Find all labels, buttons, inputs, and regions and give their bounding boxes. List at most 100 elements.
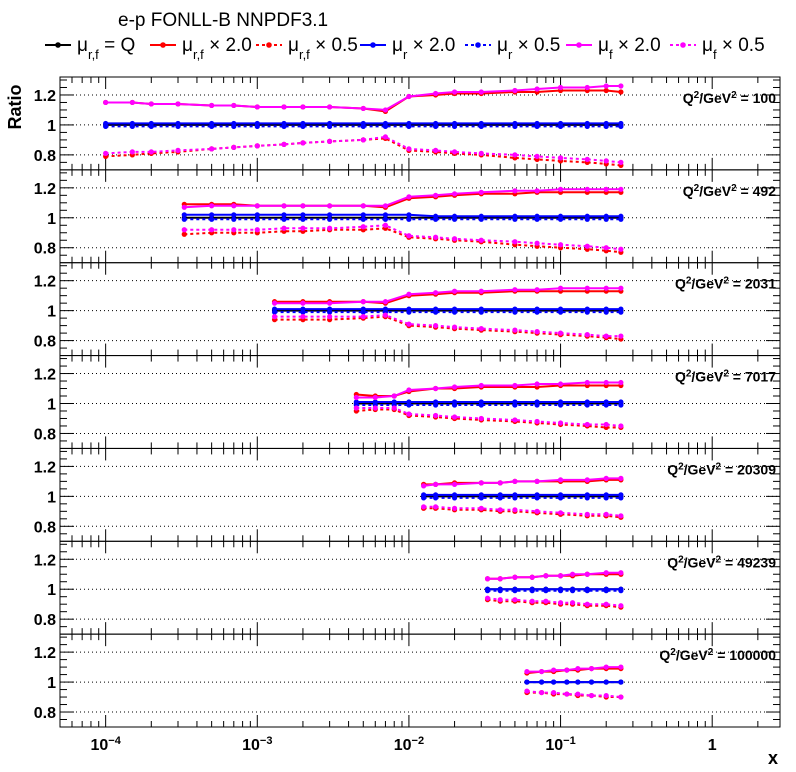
y-tick-label: 1 xyxy=(47,304,56,321)
data-point xyxy=(231,227,237,233)
data-point xyxy=(618,495,624,501)
data-point xyxy=(478,123,484,130)
data-point xyxy=(584,332,590,338)
data-point xyxy=(534,329,540,335)
data-point xyxy=(181,231,187,237)
data-point xyxy=(557,573,564,579)
data-point xyxy=(327,314,333,320)
data-point xyxy=(360,137,366,143)
data-point xyxy=(382,123,389,130)
data-point xyxy=(557,330,564,336)
data-point xyxy=(618,333,624,339)
y-tick-label: 1 xyxy=(47,489,56,506)
data-point xyxy=(497,480,503,486)
data-point xyxy=(360,105,366,112)
data-point xyxy=(451,123,458,130)
data-point xyxy=(584,495,590,501)
data-point xyxy=(557,186,564,192)
data-point xyxy=(360,212,366,218)
x-tick-label: 10−3 xyxy=(242,735,272,754)
data-point xyxy=(327,216,333,222)
data-point xyxy=(327,138,333,145)
series-line xyxy=(184,227,622,254)
data-point xyxy=(478,326,484,332)
data-point xyxy=(484,588,491,594)
data-point xyxy=(584,309,590,315)
data-point xyxy=(175,101,181,107)
data-point xyxy=(406,212,412,218)
data-point xyxy=(551,667,557,673)
data-point xyxy=(254,227,260,233)
data-point xyxy=(451,191,458,197)
data-point xyxy=(618,89,624,95)
x-axis: 10−4 10−3 10−2 10−1 1 xyxy=(90,735,716,754)
data-point xyxy=(231,216,237,222)
data-point xyxy=(360,123,366,130)
data-point xyxy=(618,588,624,594)
data-point xyxy=(534,123,540,130)
data-point xyxy=(618,475,624,481)
legend-marker xyxy=(55,42,61,48)
y-tick-label: 0.8 xyxy=(34,148,56,165)
y-tick-label: 0.8 xyxy=(34,612,56,629)
data-point xyxy=(129,123,135,130)
data-point xyxy=(497,588,503,594)
data-point xyxy=(618,379,624,386)
data-point xyxy=(524,688,530,694)
data-point xyxy=(433,504,439,510)
data-point xyxy=(451,402,458,408)
data-point xyxy=(543,598,549,604)
data-point xyxy=(584,84,590,91)
data-point xyxy=(497,576,503,582)
data-point xyxy=(529,598,535,604)
data-point xyxy=(300,104,306,110)
data-point xyxy=(557,123,564,130)
data-point xyxy=(271,314,278,320)
y-tick-label: 0.8 xyxy=(34,705,56,722)
y-tick-label: 0.8 xyxy=(34,334,56,351)
data-point xyxy=(539,679,545,685)
data-point xyxy=(271,300,278,306)
legend: μr,f = Q μr,f × 2.0 μr,f × 0.5 μr × 2.0 μr ×… xyxy=(45,35,765,62)
series-line xyxy=(274,290,621,305)
data-point xyxy=(584,243,590,249)
data-point xyxy=(534,508,540,514)
data-point xyxy=(103,99,109,106)
data-point xyxy=(300,225,306,231)
legend-label: μr,f × 0.5 xyxy=(288,35,358,62)
data-point xyxy=(512,188,518,194)
data-point xyxy=(584,601,590,607)
data-point xyxy=(382,299,389,305)
data-point xyxy=(524,668,530,675)
data-point xyxy=(372,405,378,411)
panel-7017: 0.8 1 1.2 Q2/GeV2 = 7017 xyxy=(34,355,781,449)
data-point xyxy=(254,203,260,209)
data-point xyxy=(433,412,439,419)
data-point xyxy=(557,495,564,501)
data-point xyxy=(618,216,624,222)
panels: 0.8 1 1.2 Q2/GeV2 = 100 0.8 1 1.2 Q2/GeV2 = 492… xyxy=(34,76,781,728)
legend-label: μf × 2.0 xyxy=(598,35,661,62)
data-point xyxy=(534,418,540,425)
data-point xyxy=(327,225,333,231)
data-point xyxy=(478,309,484,315)
data-point xyxy=(421,483,427,489)
y-tick-label: 0.8 xyxy=(34,426,56,443)
data-point xyxy=(512,239,518,245)
series-line xyxy=(184,224,622,251)
data-point xyxy=(382,203,389,209)
data-point xyxy=(575,665,581,672)
data-point xyxy=(584,477,590,483)
data-point xyxy=(564,679,570,685)
data-point xyxy=(129,149,135,155)
panel-q2-label: Q2/GeV2 = 100 xyxy=(683,90,776,107)
data-point xyxy=(360,314,366,320)
data-point xyxy=(603,216,609,222)
data-point xyxy=(231,212,237,218)
data-point xyxy=(478,495,484,501)
data-point xyxy=(557,155,564,161)
data-point xyxy=(575,691,581,697)
data-point xyxy=(300,123,306,130)
data-point xyxy=(603,570,609,576)
